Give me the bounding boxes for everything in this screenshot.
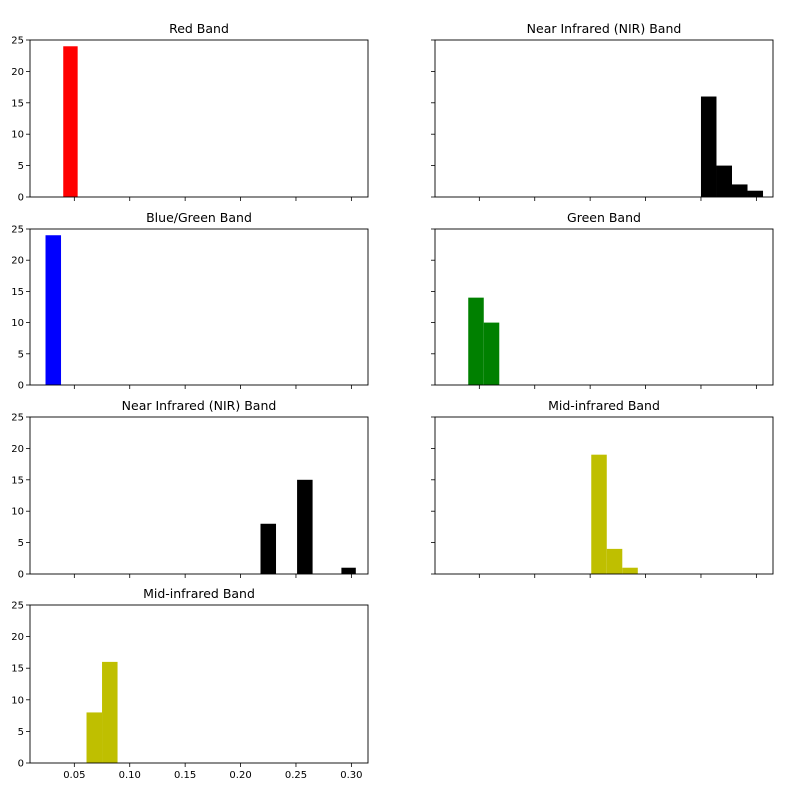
y-tick-label: 25: [11, 413, 24, 424]
histogram-bar: [297, 479, 313, 574]
subplot-2: Near Infrared (NIR) Band: [431, 21, 774, 201]
axes-frame: [29, 228, 369, 386]
axes-frame: [434, 39, 774, 198]
subplot-title: Green Band: [567, 210, 641, 225]
y-tick-label: 0: [18, 381, 24, 392]
y-tick-label: 15: [11, 98, 24, 109]
subplot-1: Red Band 0 5 10 15 20 25: [11, 21, 369, 204]
axes-frame: [29, 39, 369, 198]
subplot-5: Near Infrared (NIR) Band 0 5 10 15 20 25: [11, 398, 369, 581]
subplot-6: Mid-infrared Band: [431, 398, 774, 578]
histogram-bar: [747, 190, 764, 197]
subplot-title: Blue/Green Band: [146, 210, 252, 225]
subplot-3: Blue/Green Band 0 5 10 15 20 25: [11, 210, 369, 392]
y-tick-label: 5: [18, 727, 24, 738]
histogram-bar: [483, 322, 500, 385]
histogram-bar: [622, 567, 638, 574]
x-tick-label: 0.25: [285, 770, 307, 781]
axes-frame: [434, 416, 774, 575]
axes-frame: [29, 604, 369, 764]
y-tick-label: 15: [11, 287, 24, 298]
subplot-4: Green Band: [431, 210, 774, 389]
histogram-bar: [468, 297, 484, 385]
x-tick-label: 0.20: [229, 770, 251, 781]
y-tick-label: 5: [18, 161, 24, 172]
histogram-bar: [63, 46, 78, 197]
histogram-bar: [102, 661, 118, 763]
histogram-bar: [606, 548, 623, 574]
subplot-title: Red Band: [169, 21, 229, 36]
y-tick-label: 25: [11, 225, 24, 236]
axes-frame: [434, 228, 774, 386]
x-tick-label: 0.15: [174, 770, 196, 781]
y-tick-label: 10: [11, 695, 24, 706]
histogram-bar: [731, 184, 748, 197]
y-tick-label: 10: [11, 507, 24, 518]
y-tick-label: 25: [11, 601, 24, 612]
subplot-title: Near Infrared (NIR) Band: [527, 21, 682, 36]
histogram-bar: [700, 96, 717, 197]
subplot-title: Near Infrared (NIR) Band: [122, 398, 277, 413]
histogram-bar: [45, 235, 62, 385]
y-tick-label: 10: [11, 318, 24, 329]
histogram-bar: [260, 523, 277, 574]
y-tick-label: 0: [18, 193, 24, 204]
y-tick-label: 15: [11, 664, 24, 675]
y-tick-label: 5: [18, 349, 24, 360]
axes-frame: [29, 416, 369, 575]
y-tick-label: 20: [11, 256, 24, 267]
histogram-bar: [591, 454, 607, 574]
subplot-7: Mid-infrared Band 0 5 10 15 20 25 0.05 0.10 0.15 0…: [11, 586, 369, 781]
y-tick-label: 0: [18, 759, 24, 770]
y-tick-label: 5: [18, 538, 24, 549]
subplot-title: Mid-infrared Band: [143, 586, 255, 601]
y-tick-label: 0: [18, 570, 24, 581]
y-tick-label: 20: [11, 67, 24, 78]
histogram-bar: [86, 712, 103, 763]
histogram-bar: [716, 165, 732, 197]
subplot-title: Mid-infrared Band: [548, 398, 660, 413]
y-tick-label: 10: [11, 130, 24, 141]
y-tick-label: 15: [11, 475, 24, 486]
y-tick-label: 20: [11, 632, 24, 643]
x-tick-label: 0.10: [119, 770, 141, 781]
x-tick-label: 0.05: [63, 770, 85, 781]
y-tick-label: 20: [11, 444, 24, 455]
histogram-bar: [341, 567, 356, 574]
x-tick-label: 0.30: [340, 770, 362, 781]
y-tick-label: 25: [11, 36, 24, 47]
